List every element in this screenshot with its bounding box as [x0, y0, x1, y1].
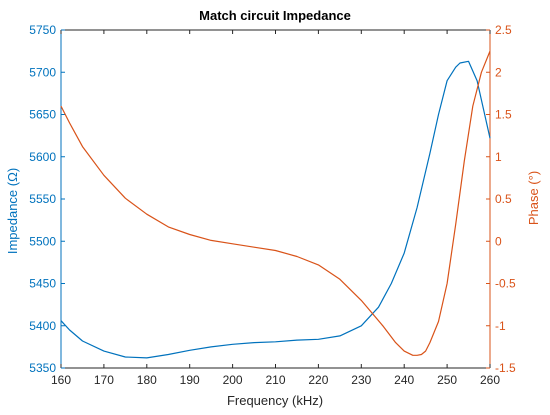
right-y-tick-label: 2 [495, 65, 502, 79]
right-y-tick-label: 0 [495, 234, 502, 248]
impedance-series-line [60, 60, 491, 359]
right-y-tick-label: -1 [495, 319, 506, 333]
right-y-axis-label: Phase (°) [526, 171, 541, 225]
series-group [60, 50, 491, 359]
left-y-tick-label: 5450 [29, 277, 56, 291]
x-tick-label: 250 [437, 373, 457, 387]
x-tick-label: 180 [137, 373, 157, 387]
x-tick-label: 170 [94, 373, 114, 387]
left-y-tick-label: 5600 [29, 150, 56, 164]
left-y-tick-label: 5350 [29, 361, 56, 375]
left-y-tick-label: 5650 [29, 108, 56, 122]
phase-series-line [60, 50, 491, 356]
left-y-tick-label: 5550 [29, 192, 56, 206]
right-y-tick-label: 1 [495, 150, 502, 164]
left-y-tick-label: 5500 [29, 234, 56, 248]
x-tick-label: 200 [223, 373, 243, 387]
left-y-axis-label: Impedance (Ω) [5, 168, 20, 254]
right-y-tick-label: -0.5 [495, 277, 516, 291]
chart-title: Match circuit Impedance [199, 8, 351, 23]
right-y-tick-label: -1.5 [495, 361, 516, 375]
x-tick-label: 240 [394, 373, 414, 387]
x-tick-label: 260 [480, 373, 500, 387]
left-y-tick-label: 5400 [29, 319, 56, 333]
right-y-tick-label: 0.5 [495, 192, 512, 206]
x-tick-label: 190 [180, 373, 200, 387]
x-tick-label: 210 [265, 373, 285, 387]
x-tick-label: 160 [51, 373, 71, 387]
x-axis-label: Frequency (kHz) [227, 393, 323, 408]
left-y-tick-label: 5750 [29, 23, 56, 37]
right-y-tick-label: 1.5 [495, 108, 512, 122]
right-y-tick-label: 2.5 [495, 23, 512, 37]
x-tick-label: 220 [308, 373, 328, 387]
x-tick-label: 230 [351, 373, 371, 387]
left-y-tick-label: 5700 [29, 65, 56, 79]
axes: 160 170 180 190 200 210 220 230 240 250 2605350540… [29, 23, 516, 387]
